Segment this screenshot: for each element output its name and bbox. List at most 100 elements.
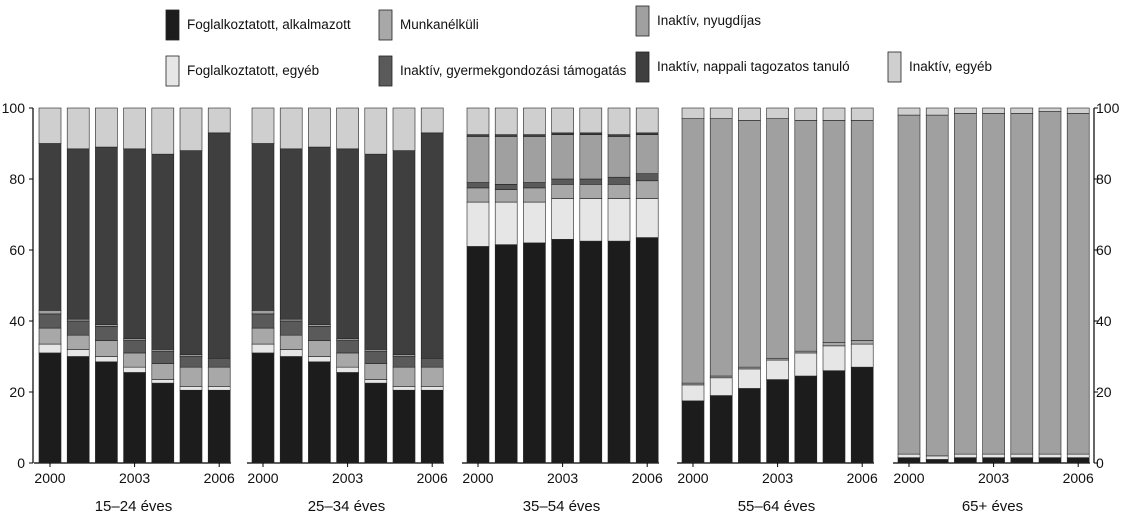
bar-segment	[66, 334, 90, 350]
bar-stack	[364, 107, 388, 464]
bar-segment	[392, 389, 416, 464]
legend-label: Inaktív, nyugdíjas	[657, 13, 761, 28]
bar-segment	[1066, 453, 1090, 458]
bar-segment	[279, 148, 303, 320]
bar-stack	[1066, 107, 1090, 464]
bar-segment	[579, 134, 603, 180]
x-tick-label: 2006	[204, 470, 235, 486]
bar-stack	[709, 107, 733, 464]
legend-item: Munkanélküli	[378, 9, 479, 41]
bar-segment	[850, 120, 874, 341]
bar-segment	[850, 340, 874, 345]
bar-segment	[207, 366, 231, 387]
legend-swatch	[378, 9, 393, 41]
legend-label: Inaktív, gyermekgondozási támogatás	[400, 63, 627, 78]
bar-segment	[207, 132, 231, 359]
bar-segment	[420, 107, 444, 134]
bar-segment	[179, 389, 203, 464]
panel-label: 65+ éves	[962, 498, 1023, 515]
bar-stack	[766, 107, 789, 464]
bar-stack	[251, 107, 275, 464]
panel: 2000 2003 2006 25–34 éves	[247, 107, 448, 515]
bar-segment	[897, 457, 921, 464]
x-tick-label: 2003	[978, 470, 1009, 486]
bar-segment	[850, 343, 874, 368]
bar-segment	[392, 366, 416, 387]
bar-segment	[681, 118, 705, 384]
bar-segment	[308, 107, 331, 148]
bar-segment	[523, 107, 546, 135]
bar-segment	[123, 352, 146, 368]
x-tick-label: 2003	[547, 470, 578, 486]
bar-segment	[38, 107, 62, 144]
bar-segment	[897, 114, 921, 455]
bar-segment	[607, 176, 631, 185]
bar-segment	[579, 240, 603, 464]
bar-segment	[794, 120, 818, 352]
bar-segment	[579, 107, 603, 134]
bar-segment	[466, 136, 490, 183]
bar-segment	[95, 356, 118, 363]
bar-segment	[364, 379, 388, 384]
bar-segment	[151, 363, 175, 380]
x-tick-label: 2006	[1063, 470, 1094, 486]
bar-segment	[925, 459, 949, 464]
bar-segment	[982, 107, 1005, 114]
bar-segment	[494, 184, 518, 190]
bar-segment	[279, 107, 303, 150]
bar-segment	[151, 379, 175, 384]
bar-segment	[1066, 113, 1090, 455]
panel-label: 15–24 éves	[95, 498, 173, 515]
bar-stack	[738, 107, 761, 464]
x-tick-label: 2000	[34, 470, 65, 486]
x-tick-label: 2006	[632, 470, 663, 486]
bar-stack	[1010, 107, 1034, 464]
legend-item: Inaktív, nappali tagozatos tanuló	[635, 51, 850, 83]
bar-segment	[95, 361, 118, 464]
bar-segment	[551, 239, 574, 464]
bar-segment	[95, 326, 118, 341]
panel-label: 25–34 éves	[308, 498, 386, 515]
bar-segment	[635, 107, 659, 134]
y-tick-label-right: 40	[1096, 313, 1112, 329]
bar-segment	[151, 350, 175, 364]
bar-segment	[1010, 453, 1034, 458]
bar-segment	[954, 453, 977, 458]
y-tick-label-left: 80	[9, 171, 25, 187]
bar-segment	[336, 340, 359, 354]
legend-label: Foglalkoztatott, egyéb	[187, 63, 319, 78]
bar-segment	[179, 366, 203, 387]
bar-segment	[982, 113, 1005, 455]
bar-segment	[336, 372, 359, 464]
bar-segment	[982, 453, 1005, 458]
y-tick-label-left: 100	[2, 100, 26, 116]
bar-segment	[822, 120, 846, 343]
bar-segment	[420, 389, 444, 464]
bar-segment	[607, 184, 631, 199]
bar-segment	[925, 107, 949, 116]
bar-segment	[897, 453, 921, 458]
bar-segment	[308, 356, 331, 363]
bar-segment	[681, 107, 705, 119]
bar-segment	[123, 107, 146, 150]
bar-segment	[179, 386, 203, 391]
bar-segment	[897, 107, 921, 116]
bar-segment	[766, 107, 789, 119]
bar-stack	[494, 107, 518, 464]
bar-segment	[66, 320, 90, 336]
bar-segment	[392, 356, 416, 368]
x-tick-label: 2003	[119, 470, 150, 486]
bar-segment	[151, 382, 175, 464]
bar-stack	[897, 107, 921, 464]
bar-stack	[179, 107, 203, 464]
panel: 2000 2003 2006 35–54 éves	[462, 107, 663, 515]
bar-segment	[681, 400, 705, 464]
bar-stack	[1038, 107, 1062, 464]
y-tick-label-right: 80	[1096, 171, 1112, 187]
bar-segment	[850, 107, 874, 121]
bar-stack	[551, 107, 574, 464]
bar-segment	[95, 340, 118, 357]
x-tick-label: 2000	[247, 470, 278, 486]
bar-segment	[551, 198, 574, 240]
